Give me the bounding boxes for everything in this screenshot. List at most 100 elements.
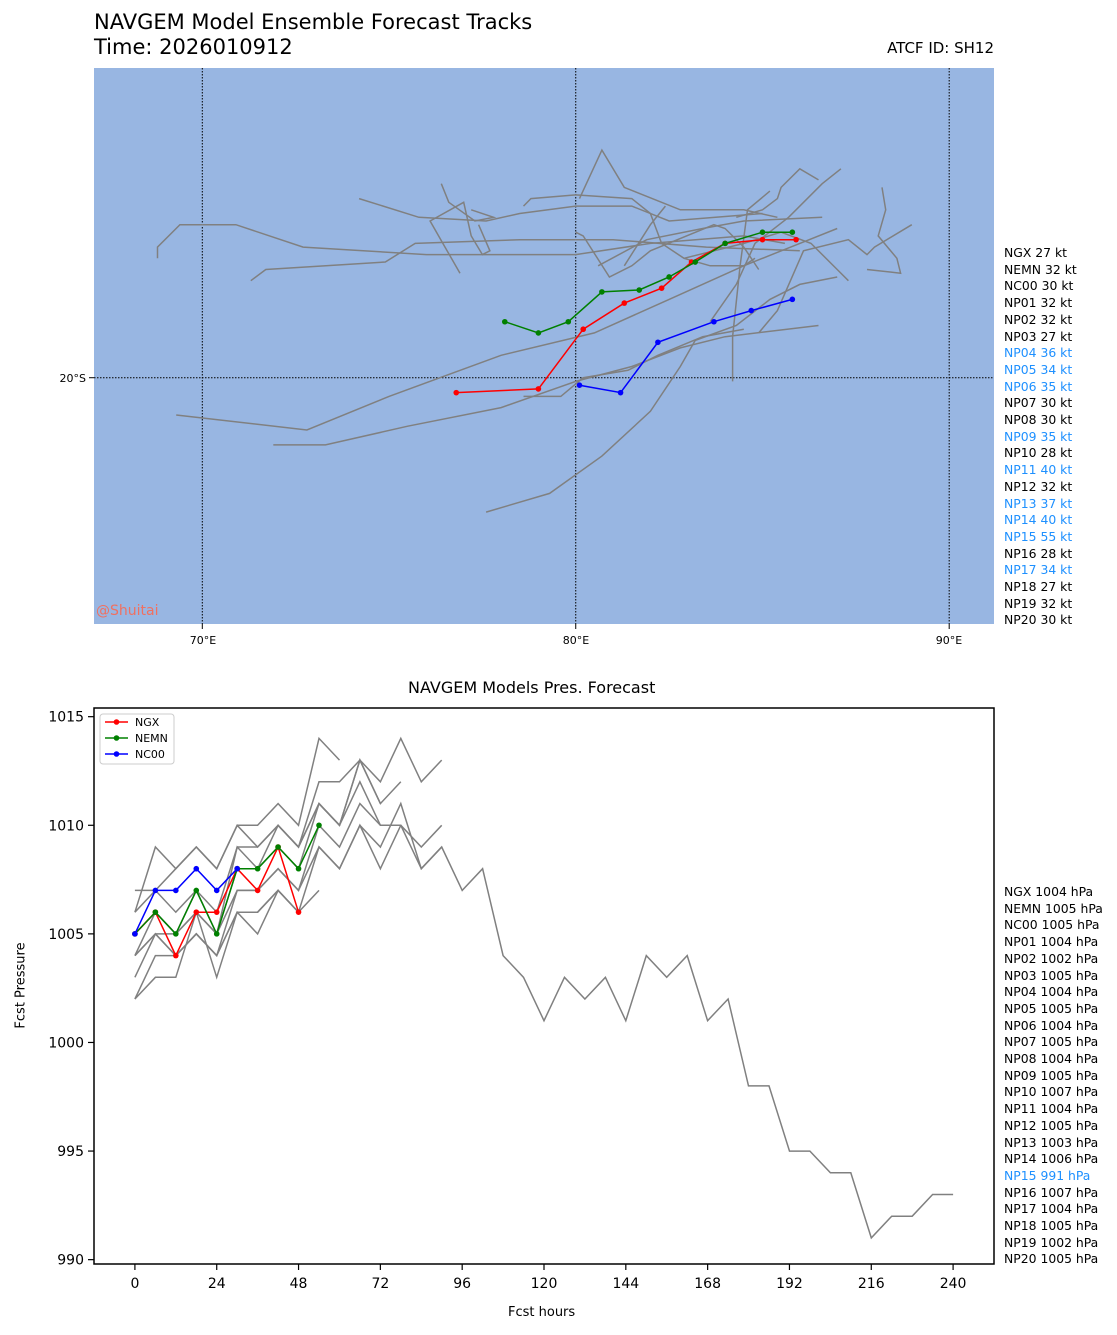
track-point-nc00 [655,339,661,346]
pressure-point-nc00 [132,931,138,937]
wind-entry: NP20 30 kt [1004,612,1073,628]
x-tick-label: 96 [453,1276,471,1292]
x-tick-label: 24 [208,1276,226,1292]
pressure-entry: NP17 1004 hPa [1004,1201,1099,1217]
pressure-point-ngx [254,887,261,894]
pressure-series [132,736,954,1240]
pressure-entry: NP06 1004 hPa [1004,1017,1099,1033]
pressure-series-m_b [134,736,443,913]
pressure-series-m_d [134,802,443,957]
wind-entry: NP07 30 kt [1004,395,1073,411]
legend-box [99,713,175,765]
pressure-entry: NP10 1007 hPa [1004,1084,1099,1100]
wind-entry: NC00 30 kt [1004,278,1074,294]
pressure-point-ngx [295,909,302,915]
pressure-point-nemn [234,865,240,872]
pressure-entry: NP05 1005 hPa [1004,1000,1099,1016]
track-point-ngx [453,389,460,396]
pressure-entry: NP15 991 hPa [1004,1167,1091,1183]
track-point-nc00 [748,307,755,314]
wind-entry: NP08 30 kt [1004,412,1073,428]
track-m12 [578,148,778,219]
pressure-entry: NGX 1004 hPa [1004,884,1094,899]
legend-label-ngx: NGX [135,716,160,729]
track-point-nc00 [789,296,796,303]
y-tick-label: 990 [57,1253,84,1269]
pressure-entry: NP02 1002 hPa [1004,950,1099,966]
pressure-point-nemn [213,931,220,937]
pressure-series-nemn [134,824,320,936]
track-m9 [358,197,763,222]
x-tick-label: 120 [531,1276,558,1292]
pressure-point-nemn [132,931,138,937]
track-point-nc00 [617,389,624,396]
pressure-point-nc00 [173,887,179,894]
pressure-series-nc00 [134,867,238,935]
legend-label-nemn: NEMN [135,732,168,745]
track-point-nemn [636,287,643,293]
wind-entry: NP05 34 kt [1004,361,1073,377]
pressure-axes: 0 24 48 72 96 120 144 168 192 216 240 990 995 1000 100… [48,707,995,1292]
wind-entry: NP02 32 kt [1004,311,1073,327]
wind-entry: NP01 32 kt [1004,295,1073,311]
legend-label-nc00: NC00 [135,748,165,761]
pressure-plot-frame [93,707,995,1265]
wind-intensity-list: NGX 27 kt NEMN 32 kt NC00 30 kt NP01 32 kt N… [1004,245,1077,629]
track-point-ngx [535,386,542,392]
pressure-series-m_a [134,736,341,913]
map-title: NAVGEM Model Ensemble Forecast Tracks [94,10,533,34]
pressure-entry: NP03 1005 hPa [1004,967,1099,983]
x-tick-label: 72 [371,1276,389,1292]
forecast-time: Time: 2026010912 [94,35,293,59]
map-gridlines [94,68,994,624]
wind-entry: NP03 27 kt [1004,328,1073,344]
track-nemn [504,231,793,334]
track-point-nc00 [711,318,717,325]
track-nc00 [579,298,793,394]
track-point-nemn [565,318,572,325]
pressure-point-nemn [173,931,179,937]
track-m19 [440,183,497,222]
pressure-point-ngx [173,952,179,959]
track-point-ngx [580,326,587,333]
wind-entry: NP15 55 kt [1004,528,1073,544]
track-map: 20°S 70°E 80°E 90°E [60,68,994,647]
pressure-point-ngx [132,931,138,937]
pressure-point-nc00 [234,865,240,872]
pressure-point-ngx [152,909,159,915]
legend-marker-nc00 [113,751,120,757]
pressure-entry: NP09 1005 hPa [1004,1067,1099,1083]
track-m1 [156,223,786,259]
pressure-entry: NP08 1004 hPa [1004,1051,1099,1067]
track-point-nemn [692,259,699,265]
wind-entry: NP12 32 kt [1004,478,1073,494]
watermark: @Shuitai [96,603,159,619]
x-tick-label: 144 [612,1276,639,1292]
wind-entry: NP13 37 kt [1004,495,1073,511]
track-point-ngx [621,300,628,306]
pressure-entry: NC00 1005 hPa [1004,917,1100,933]
pressure-entry: NP20 1005 hPa [1004,1251,1099,1267]
pressure-entry: NEMN 1005 hPa [1004,900,1103,916]
track-point-ngx [658,285,665,291]
pressure-entry: NP14 1006 hPa [1004,1151,1099,1167]
pressure-entry: NP07 1005 hPa [1004,1034,1099,1050]
pressure-point-nc00 [213,887,220,894]
pressure-point-nemn [152,909,159,915]
wind-entry: NP18 27 kt [1004,579,1073,595]
track-point-nemn [722,240,728,247]
y-tick-label: 1005 [48,927,84,943]
pressure-entry: NP04 1004 hPa [1004,984,1099,1000]
pressure-point-nemn [295,865,302,872]
track-m20 [623,205,666,267]
pressure-series-m_g [134,823,402,1000]
pressure-series-m_e [134,801,443,958]
track-point-nemn [789,229,796,235]
pressure-point-nemn [254,865,261,872]
legend-marker-nemn [113,735,120,741]
y-tick-label: 1015 [48,710,84,726]
wind-entry: NP09 35 kt [1004,428,1073,444]
map-tracks [156,148,913,513]
track-m10 [523,328,744,398]
pressure-entry: NP13 1003 hPa [1004,1134,1099,1150]
